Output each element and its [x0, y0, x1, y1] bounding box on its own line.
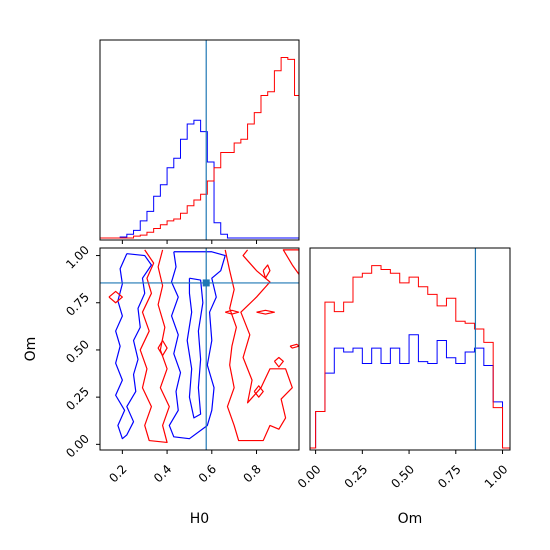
contour-group [108, 249, 299, 444]
contour-series_b-3 [108, 290, 123, 304]
truth-marker [202, 279, 210, 287]
contour-series_a-1 [168, 251, 226, 440]
joint-x-tick-label: 0.4 [151, 462, 174, 485]
x-axis-label-om: Om [398, 511, 423, 527]
hist-h0-group [100, 57, 299, 239]
hist-om-tick-label: 0.75 [435, 462, 464, 491]
contour-series_a-2 [186, 277, 204, 419]
contour-series_b-2 [282, 249, 299, 276]
joint-x-tick-label: 0.8 [240, 462, 263, 485]
contour-series_b-4 [262, 264, 271, 279]
joint-y-tick-label: 0.25 [63, 384, 92, 413]
contour-series_a-0 [115, 253, 153, 440]
hist-om-tick-label: 1.00 [482, 462, 511, 491]
contour-series_b-0 [139, 249, 170, 444]
hist-om-tick-label: 0.25 [342, 462, 371, 491]
hist-om-series-series_b [310, 265, 510, 449]
contour-series_b-5 [225, 309, 240, 315]
joint-frame [99, 247, 300, 451]
hist-om-tick-label: 0.50 [388, 462, 417, 491]
hist-om-tick-label: 0.00 [295, 462, 324, 491]
hist-om-frame [309, 247, 511, 451]
contour-series_b-6 [256, 309, 276, 315]
joint-y-tick-label: 0.50 [63, 337, 92, 366]
joint-y-tick-label: 0.00 [63, 432, 92, 461]
y-axis-label-om: Om [23, 337, 39, 362]
contour-series_b-9 [253, 385, 264, 398]
joint-x-tick-label: 0.6 [196, 462, 219, 485]
hist-om-group [310, 265, 510, 449]
joint-y-tick-label: 0.75 [63, 290, 92, 319]
hist-h0-series-series_a [100, 119, 299, 239]
joint-x-tick-label: 0.2 [106, 462, 129, 485]
joint-y-tick-label: 1.00 [63, 243, 92, 272]
hist-h0-series-series_b [100, 57, 299, 239]
hist-om-series-series_a [310, 334, 510, 449]
contour-series_b-7 [157, 340, 168, 357]
hist-h0-frame [99, 39, 300, 241]
contour-series_b-1 [224, 249, 293, 442]
x-axis-label-h0: H0 [190, 511, 209, 527]
contour-series_b-8 [273, 356, 284, 368]
contour-series_b-10 [289, 343, 299, 349]
